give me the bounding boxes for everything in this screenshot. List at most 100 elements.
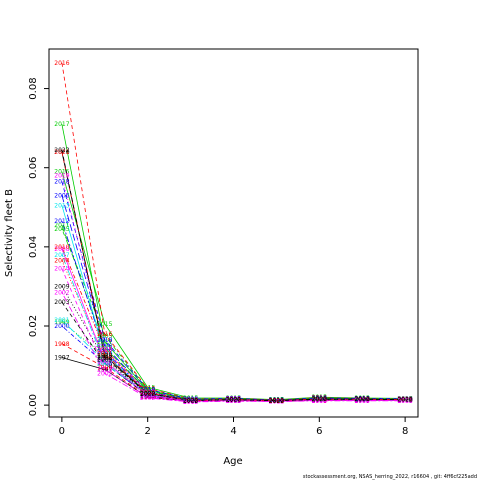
point-label-2016: 2016 [226, 395, 241, 402]
point-label-2009: 2009 [397, 397, 412, 404]
point-label-2007: 2007 [183, 398, 198, 405]
point-label-2019: 2019 [355, 396, 370, 403]
point-label-2009: 2009 [269, 398, 284, 405]
point-label-2007: 2007 [226, 397, 241, 404]
point-label-2022: 2022 [226, 397, 241, 404]
point-label-2022: 2022 [397, 397, 412, 404]
point-label-2017: 2017 [54, 121, 69, 128]
point-label-2000: 2000 [397, 397, 412, 404]
point-label-2007: 2007 [355, 397, 370, 404]
point-label-1997: 1997 [226, 397, 241, 404]
point-label-1998: 1998 [97, 365, 112, 372]
point-label-2005: 2005 [226, 396, 241, 403]
point-label-1999: 1999 [226, 397, 241, 404]
point-label-2005: 2005 [397, 396, 412, 403]
point-label-2002: 2002 [269, 399, 284, 406]
point-label-1998: 1998 [355, 397, 370, 404]
point-label-2016: 2016 [355, 395, 370, 402]
point-label-2014: 2014 [54, 266, 69, 273]
point-label-2018: 2018 [54, 179, 69, 186]
point-label-2000: 2000 [226, 397, 241, 404]
x-tick-label: 2 [144, 426, 150, 437]
x-tick-label: 4 [230, 426, 236, 437]
point-label-2015: 2015 [312, 394, 327, 401]
point-label-2000: 2000 [54, 323, 69, 330]
point-label-1998: 1998 [140, 393, 155, 400]
y-axis: 0.00 0.02 0.04 0.06 0.08 [28, 77, 49, 416]
point-label-2020: 2020 [226, 397, 241, 404]
point-label-2005: 2005 [355, 396, 370, 403]
series-line-2014 [61, 268, 406, 403]
point-label-2013: 2013 [397, 396, 412, 403]
point-label-2010: 2010 [97, 347, 112, 354]
point-label-2015: 2015 [397, 395, 412, 402]
point-label-1998: 1998 [397, 397, 412, 404]
point-label-2021: 2021 [269, 397, 284, 404]
point-label-2015: 2015 [97, 321, 112, 328]
point-label-1997: 1997 [97, 367, 112, 374]
point-label-2005: 2005 [140, 386, 155, 393]
point-label-1998: 1998 [312, 397, 327, 404]
point-label-2013: 2013 [183, 397, 198, 404]
point-label-2011: 2011 [97, 345, 112, 352]
point-label-2009: 2009 [54, 283, 69, 290]
point-label-2014: 2014 [397, 397, 412, 404]
x-axis: 0 2 4 6 8 [59, 417, 408, 437]
point-label-2022: 2022 [183, 397, 198, 404]
point-label-2008: 2008 [397, 397, 412, 404]
point-label-2013: 2013 [312, 396, 327, 403]
point-label-2005: 2005 [269, 397, 284, 404]
point-label-2020: 2020 [355, 396, 370, 403]
point-label-2013: 2013 [355, 396, 370, 403]
point-label-2015: 2015 [140, 384, 155, 391]
point-label-2001: 2001 [355, 397, 370, 404]
point-label-2015: 2015 [183, 395, 198, 402]
point-label-1998: 1998 [54, 341, 69, 348]
point-label-2019: 2019 [97, 347, 112, 354]
y-tick-label: 0.02 [28, 315, 39, 337]
point-label-2006: 2006 [140, 388, 155, 395]
point-label-2007: 2007 [312, 397, 327, 404]
point-label-2013: 2013 [226, 397, 241, 404]
point-label-1999: 1999 [97, 353, 112, 360]
point-label-1997: 1997 [140, 394, 155, 401]
point-label-1997: 1997 [183, 398, 198, 405]
y-axis-title: Selectivity fleet B [4, 189, 15, 277]
point-label-2017: 2017 [269, 397, 284, 404]
point-label-2017: 2017 [397, 396, 412, 403]
point-label-2010: 2010 [140, 389, 155, 396]
point-label-2007: 2007 [97, 361, 112, 368]
point-label-2018: 2018 [97, 337, 112, 344]
point-label-2018: 2018 [312, 395, 327, 402]
point-label-2019: 2019 [226, 396, 241, 403]
point-label-2001: 2001 [140, 391, 155, 398]
point-label-2011: 2011 [226, 396, 241, 403]
point-label-2004: 2004 [97, 355, 112, 362]
point-label-2001: 2001 [269, 397, 284, 404]
point-label-2010: 2010 [54, 244, 69, 251]
point-label-1999: 1999 [269, 398, 284, 405]
point-label-2015: 2015 [226, 395, 241, 402]
y-tick-label: 0.08 [28, 77, 39, 99]
point-label-2012: 2012 [54, 218, 69, 225]
point-label-2021: 2021 [312, 396, 327, 403]
point-label-2021: 2021 [54, 149, 69, 156]
point-label-2020: 2020 [269, 397, 284, 404]
point-label-2011: 2011 [312, 395, 327, 402]
point-label-2006: 2006 [226, 396, 241, 403]
point-label-2006: 2006 [97, 343, 112, 350]
point-label-2014: 2014 [269, 399, 284, 406]
point-label-2003: 2003 [226, 397, 241, 404]
point-label-2021: 2021 [226, 397, 241, 404]
point-label-2000: 2000 [97, 361, 112, 368]
point-label-2020: 2020 [312, 396, 327, 403]
point-label-2008: 2008 [54, 246, 69, 253]
point-label-2020: 2020 [140, 390, 155, 397]
point-label-2002: 2002 [140, 395, 155, 402]
point-label-2022: 2022 [355, 396, 370, 403]
point-label-2017: 2017 [97, 339, 112, 346]
point-label-1999: 1999 [54, 319, 69, 326]
point-label-2018: 2018 [397, 396, 412, 403]
point-label-2020: 2020 [97, 353, 112, 360]
point-label-2005: 2005 [97, 333, 112, 340]
